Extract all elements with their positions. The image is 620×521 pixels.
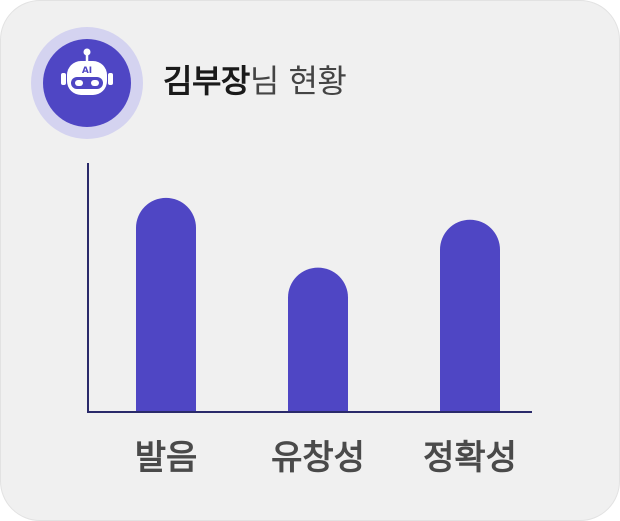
title-suffix: 님 현황 [249,62,347,100]
robot-icon: AI [61,48,113,95]
bar-2 [288,267,348,412]
page-title: 김부장님 현황 [163,59,347,103]
x-tick-label: 발음 [135,438,198,478]
bar-3 [440,219,500,412]
x-tick-label: 정확성 [423,438,517,478]
title-name: 김부장 [163,62,250,100]
x-tick-label: 유창성 [271,438,365,478]
bar-1 [136,197,196,412]
ai-badge-text: AI [82,66,92,76]
avatar: AI [43,39,131,127]
